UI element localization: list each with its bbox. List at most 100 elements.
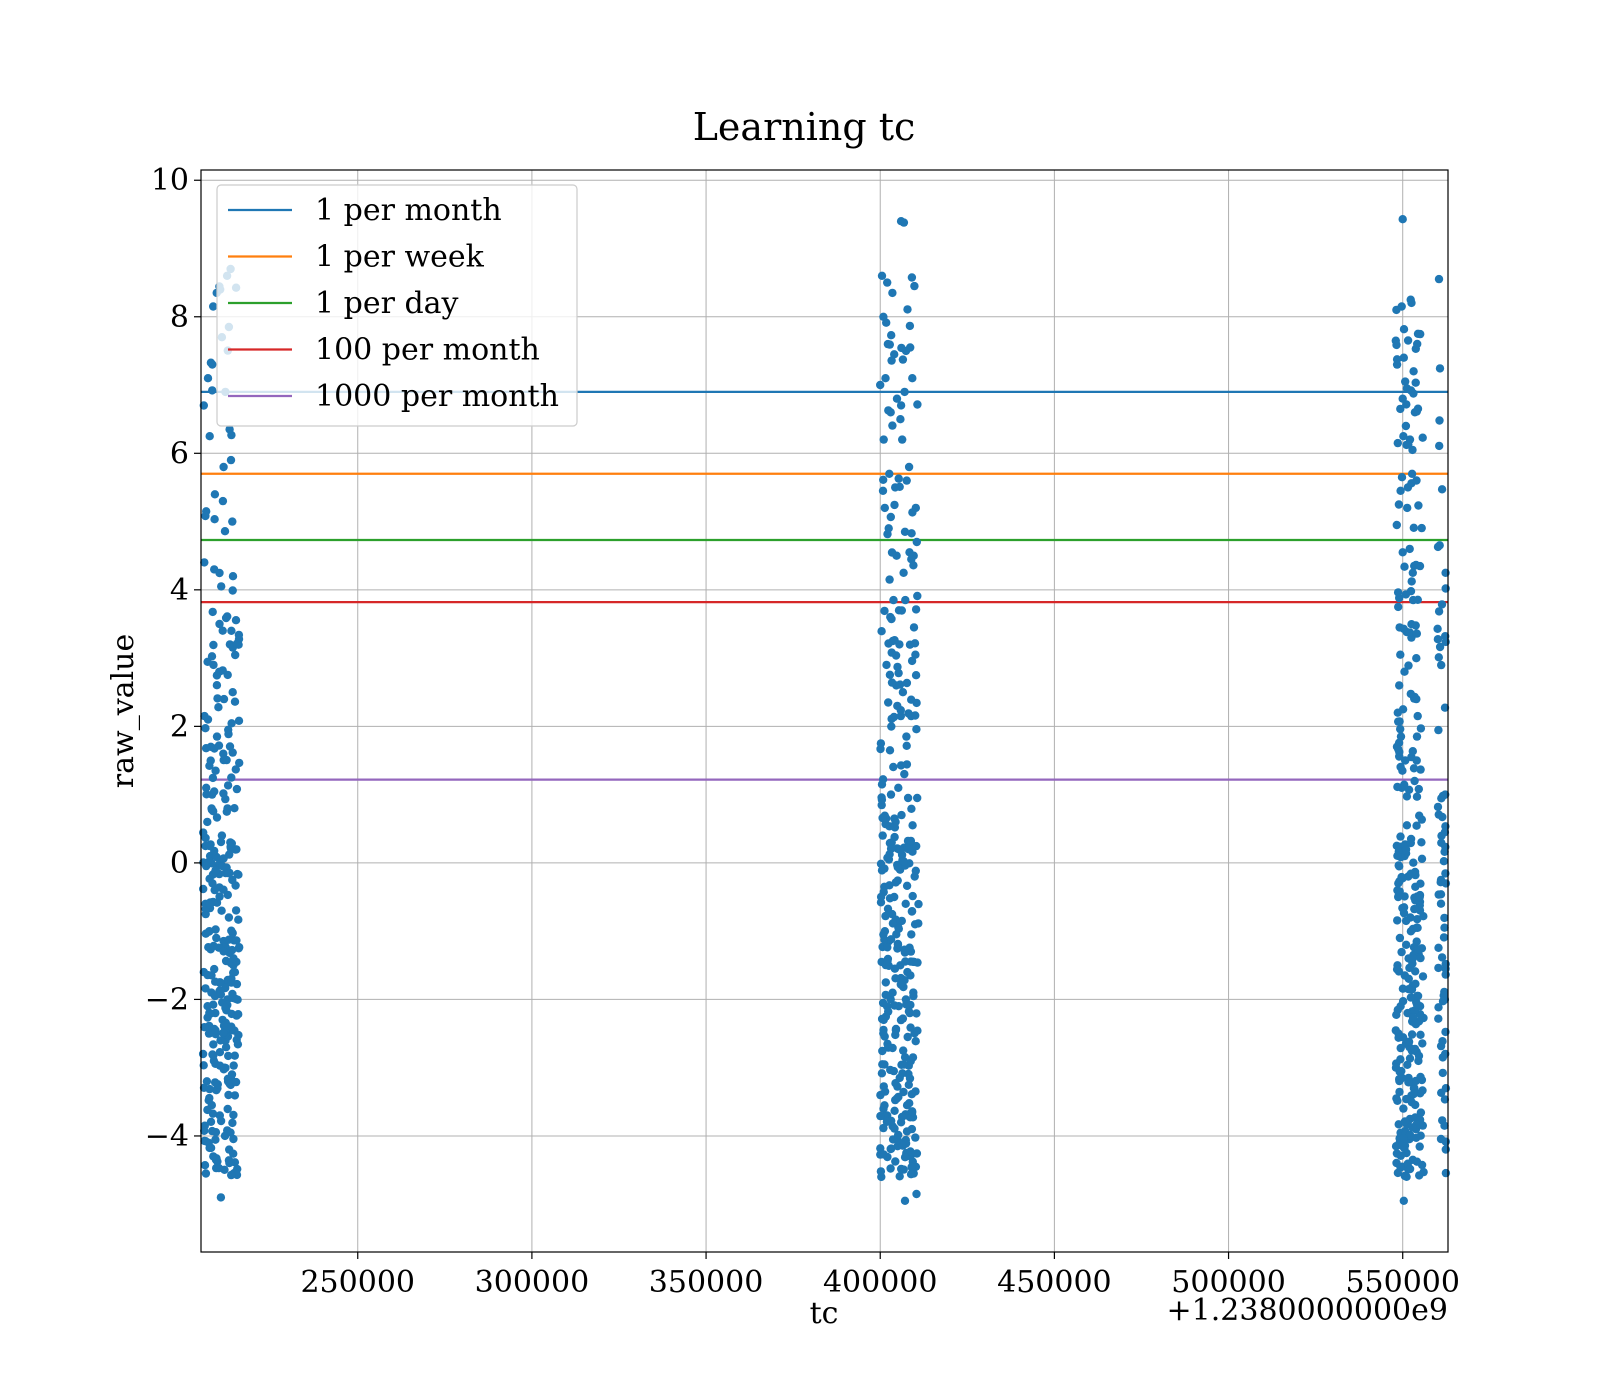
scatter-point (217, 831, 227, 840)
scatter-point (906, 1147, 915, 1156)
scatter-point (906, 1057, 915, 1066)
scatter-point (877, 795, 887, 804)
scatter-point (1401, 377, 1410, 386)
scatter-point (224, 1090, 233, 1100)
scatter-point (884, 698, 893, 707)
x-tick-label: 400000 (823, 1265, 938, 1300)
scatter-point (885, 881, 894, 890)
scatter-point (889, 762, 898, 772)
scatter-point (1441, 632, 1450, 641)
scatter-point (230, 1051, 239, 1060)
scatter-point (226, 455, 236, 465)
x-ticks: 250000 300000 350000 400000 450000 500000 5500… (300, 1252, 1460, 1300)
scatter-point (878, 775, 888, 784)
scatter-point (234, 915, 243, 924)
scatter-point (1412, 654, 1421, 663)
scatter-point (902, 1000, 911, 1009)
scatter-point (1406, 993, 1416, 1002)
scatter-point (222, 755, 231, 765)
scatter-point (905, 1074, 915, 1083)
scatter-point (223, 1104, 232, 1114)
scatter-point (212, 681, 222, 690)
scatter-point (202, 1077, 212, 1086)
scatter-point (900, 1153, 910, 1162)
scatter-point (231, 650, 240, 660)
scatter-point (1407, 298, 1416, 308)
scatter-point (218, 626, 227, 635)
scatter-point (231, 994, 240, 1003)
scatter-point (909, 991, 918, 1001)
scatter-point (1397, 1073, 1407, 1083)
scatter-point (897, 978, 906, 988)
scatter-point (205, 1084, 214, 1094)
scatter-point (203, 817, 212, 827)
scatter-point (1411, 560, 1421, 570)
scatter-point (914, 899, 923, 909)
scatter-point (904, 462, 914, 472)
scatter-point (1404, 1078, 1413, 1087)
scatter-point (881, 911, 890, 921)
x-axis-label: tc (810, 1296, 839, 1331)
scatter-point (215, 892, 224, 901)
scatter-point (218, 666, 227, 675)
scatter-point (1418, 1086, 1427, 1095)
scatter-point (229, 1110, 238, 1120)
scatter-point (893, 1082, 902, 1091)
scatter-point (211, 977, 220, 986)
scatter-point (207, 971, 216, 980)
scatter-point (202, 790, 211, 799)
scatter-point (211, 1026, 220, 1035)
scatter-point (1399, 624, 1408, 633)
scatter-point (907, 930, 916, 939)
scatter-point (206, 1117, 216, 1127)
scatter-point (1416, 879, 1425, 888)
scatter-point (1437, 660, 1446, 670)
legend-label: 1 per day (315, 286, 459, 321)
scatter-point (890, 350, 899, 359)
scatter-point (913, 793, 922, 803)
scatter-point (882, 660, 891, 670)
scatter-point (203, 715, 213, 724)
scatter-point (888, 421, 897, 430)
scatter-point (883, 278, 892, 287)
scatter-point (897, 1112, 907, 1122)
scatter-point (884, 406, 893, 415)
scatter-point (1411, 870, 1420, 880)
scatter-point (212, 813, 222, 822)
scatter-point (886, 512, 895, 522)
scatter-point (229, 1061, 238, 1070)
y-tick-label: −2 (145, 982, 189, 1017)
scatter-point (1415, 1142, 1424, 1151)
scatter-point (231, 906, 241, 915)
scatter-point (1403, 503, 1412, 513)
scatter-point (1413, 595, 1423, 604)
scatter-point (908, 821, 917, 830)
x-tick-label: 500000 (1171, 1265, 1286, 1300)
scatter-point (877, 271, 887, 280)
scatter-point (905, 640, 915, 649)
scatter-point (1391, 1026, 1401, 1035)
scatter-point (1411, 979, 1420, 988)
scatter-point (913, 1026, 922, 1035)
scatter-point (1417, 838, 1426, 847)
scatter-point (895, 1172, 904, 1181)
scatter-point (208, 1126, 217, 1136)
scatter-point (1441, 1145, 1451, 1154)
scatter-point (1392, 355, 1402, 364)
scatter-point (228, 572, 238, 581)
scatter-point (1412, 792, 1422, 801)
scatter-point (1400, 1117, 1410, 1126)
scatter-point (1435, 416, 1444, 425)
scatter-point (204, 927, 214, 936)
scatter-point (221, 1003, 230, 1013)
y-tick-label: 2 (170, 709, 189, 744)
scatter-point (219, 947, 228, 956)
scatter-point (1401, 756, 1410, 765)
scatter-point (1394, 891, 1403, 900)
scatter-point (1435, 642, 1445, 652)
scatter-point (888, 988, 897, 997)
scatter-point (912, 1009, 921, 1018)
scatter-point (206, 1143, 216, 1153)
scatter-point (1418, 972, 1428, 981)
scatter-point (1391, 1063, 1401, 1072)
